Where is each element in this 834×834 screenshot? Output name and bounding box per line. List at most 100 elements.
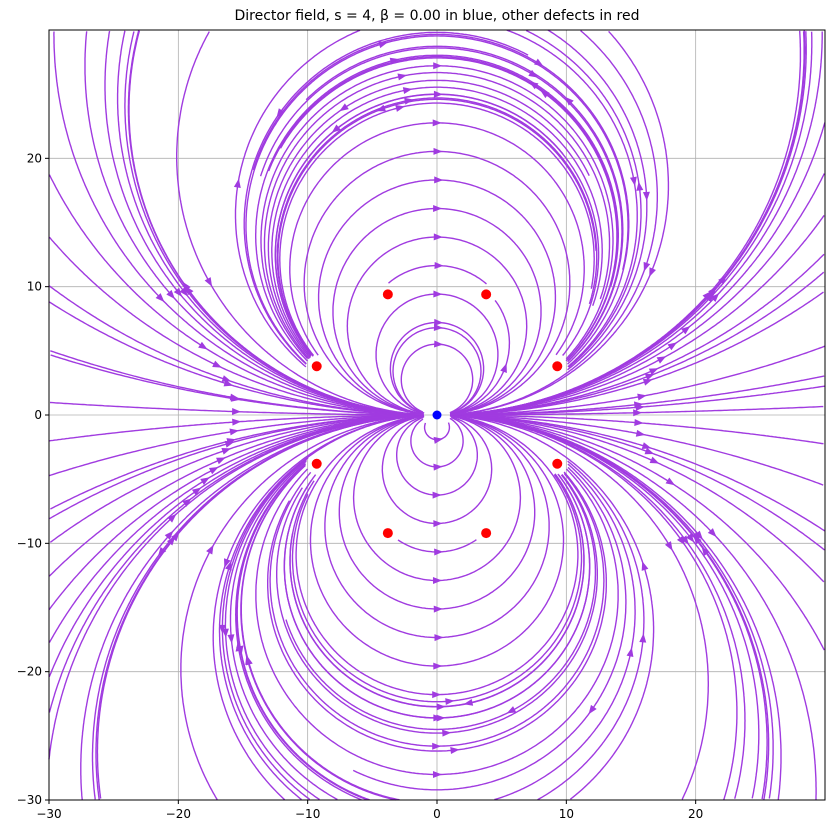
stream-arrow bbox=[433, 605, 443, 613]
stream-arrow bbox=[232, 418, 242, 426]
other-defect bbox=[382, 528, 393, 539]
stream-arrow bbox=[200, 477, 210, 485]
stream-arrow bbox=[626, 647, 634, 658]
stream-arrow bbox=[433, 233, 443, 241]
stream-arrow bbox=[681, 326, 691, 335]
stream-arrow bbox=[404, 97, 414, 105]
stream-arrow bbox=[225, 561, 232, 571]
stream-arrow bbox=[433, 204, 443, 212]
stream-arrow bbox=[212, 360, 222, 368]
stream-arrow bbox=[433, 324, 443, 332]
streamline bbox=[457, 414, 770, 800]
stream-arrow bbox=[436, 714, 446, 722]
streamline bbox=[450, 253, 825, 416]
stream-arrow bbox=[221, 375, 232, 382]
stream-arrow bbox=[637, 393, 647, 401]
y-tick-label: 0 bbox=[34, 408, 42, 422]
streamlines bbox=[48, 29, 826, 801]
stream-arrow bbox=[564, 96, 574, 106]
streamline bbox=[451, 414, 817, 800]
streamline bbox=[450, 414, 825, 651]
stream-arrow bbox=[433, 340, 444, 348]
x-tick-label: 0 bbox=[433, 807, 441, 821]
stream-arrow bbox=[433, 62, 443, 70]
stream-arrow bbox=[224, 558, 231, 568]
stream-arrow bbox=[506, 706, 517, 714]
stream-arrow bbox=[450, 747, 460, 755]
other-defect bbox=[311, 361, 322, 372]
stream-arrow bbox=[230, 394, 241, 402]
other-defect bbox=[481, 528, 492, 539]
stream-arrow bbox=[276, 108, 285, 118]
stream-arrow bbox=[173, 287, 183, 297]
stream-arrow bbox=[224, 440, 235, 448]
stream-arrow bbox=[649, 267, 656, 277]
stream-arrow bbox=[166, 289, 175, 299]
stream-arrow bbox=[231, 407, 242, 415]
x-tick-label: −10 bbox=[295, 807, 320, 821]
stream-arrow bbox=[395, 105, 405, 112]
stream-arrow bbox=[694, 530, 703, 540]
other-defect bbox=[311, 458, 322, 469]
streamline bbox=[451, 414, 709, 800]
stream-arrow bbox=[432, 771, 442, 779]
streamline bbox=[451, 414, 655, 800]
stream-arrow bbox=[633, 409, 643, 417]
stream-arrow bbox=[433, 290, 443, 298]
streamline bbox=[451, 30, 802, 416]
y-tick-label: −20 bbox=[17, 665, 42, 679]
stream-arrow bbox=[656, 356, 667, 364]
x-tick-label: −20 bbox=[166, 807, 191, 821]
stream-arrow bbox=[644, 447, 655, 455]
stream-arrow bbox=[433, 90, 443, 98]
streamline bbox=[240, 464, 397, 801]
stream-arrow bbox=[397, 73, 408, 81]
stream-arrow bbox=[191, 487, 202, 496]
stream-arrow bbox=[641, 561, 649, 571]
stream-arrow bbox=[434, 548, 444, 556]
stream-arrow bbox=[432, 491, 442, 499]
stream-arrow bbox=[685, 533, 695, 543]
stream-arrow bbox=[634, 419, 644, 426]
stream-arrow bbox=[667, 342, 677, 351]
stream-arrow bbox=[389, 57, 400, 65]
stream-arrow bbox=[649, 456, 660, 464]
defects bbox=[311, 289, 563, 539]
stream-arrow bbox=[445, 698, 455, 706]
stream-arrow bbox=[442, 729, 452, 737]
stream-arrow bbox=[643, 261, 651, 272]
stream-arrow bbox=[204, 277, 213, 287]
stream-arrow bbox=[208, 467, 219, 475]
stream-arrow bbox=[339, 103, 349, 112]
stream-arrow bbox=[432, 742, 442, 750]
stream-arrow bbox=[432, 577, 442, 585]
y-tick-label: −10 bbox=[17, 536, 42, 550]
stream-arrow bbox=[221, 447, 232, 455]
stream-arrow bbox=[206, 544, 214, 555]
stream-arrow bbox=[179, 287, 188, 297]
streamline bbox=[80, 414, 423, 800]
streamline bbox=[451, 414, 824, 486]
stream-arrow bbox=[665, 477, 676, 486]
stream-arrow bbox=[182, 281, 191, 292]
stream-arrow bbox=[644, 373, 655, 381]
streamline bbox=[450, 414, 774, 799]
stream-arrow bbox=[718, 275, 727, 285]
stream-arrow bbox=[378, 41, 388, 49]
stream-arrow bbox=[710, 293, 720, 303]
stream-arrow bbox=[433, 520, 443, 528]
stream-arrow bbox=[434, 176, 444, 184]
stream-arrow bbox=[155, 293, 165, 302]
other-defect bbox=[552, 361, 563, 372]
main-defect bbox=[432, 410, 442, 420]
stream-arrow bbox=[245, 655, 253, 666]
stream-arrow bbox=[221, 628, 229, 638]
stream-arrow bbox=[629, 176, 637, 187]
ticks: −30 −20 −10 0 10 20 −30 −20 −10 0 10 20 bbox=[17, 151, 704, 821]
stream-arrow bbox=[432, 691, 442, 699]
stream-arrow bbox=[433, 436, 444, 444]
stream-arrow bbox=[639, 633, 647, 643]
streamline bbox=[48, 414, 425, 760]
stream-arrow bbox=[233, 178, 241, 189]
